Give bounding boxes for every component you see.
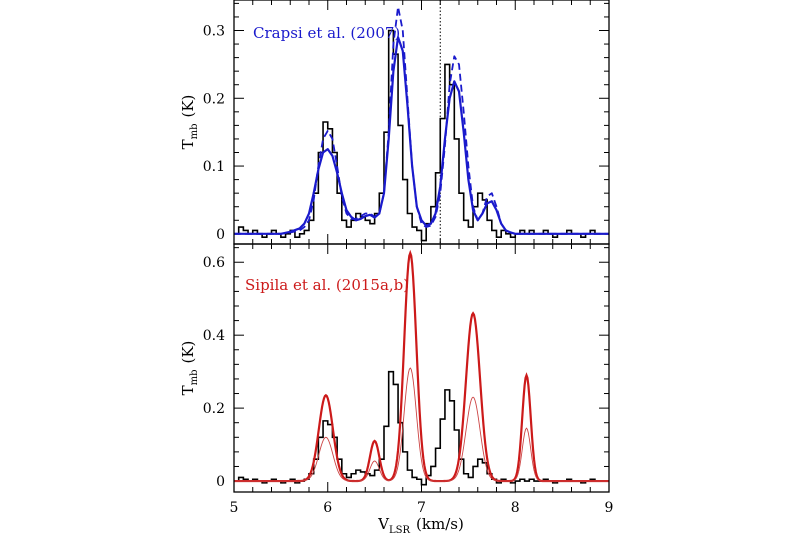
bottom-ytick-label: 0.4 (203, 328, 225, 344)
bottom-annotation: Sipila et al. (2015a,b) (245, 276, 409, 294)
bottom-series-group (234, 249, 609, 486)
top-annotation: Crapsi et al. (2007) (253, 24, 400, 42)
xtick-label: 9 (605, 500, 614, 516)
bottom-ylabel-sub: mb (189, 370, 200, 386)
bottom-panel: 0 0.2 0.4 0.6 5 6 7 8 9 Sipila et al. (2015a,b)… (179, 243, 614, 533)
bottom-ytick-label: 0.6 (203, 255, 225, 271)
top-axis-ticks (233, 0, 610, 244)
bottom-ylabel-unit: (K) (179, 341, 197, 364)
top-panel: 0 0.1 0.2 0.3 Crapsi et al. (2007) Tmb (K) (179, 0, 610, 245)
xlabel-sub: LSR (389, 525, 410, 533)
bottom-ytick-label: 0.2 (203, 401, 225, 417)
top-ytick-labels: 0 0.1 0.2 0.3 (203, 24, 225, 243)
top-ytick-label: 0 (216, 227, 225, 243)
top-ylabel-main: T (179, 139, 197, 149)
top-series-group (234, 5, 609, 242)
bottom-model-thin-red (234, 367, 609, 482)
bottom-xtick-labels: 5 6 7 8 9 (230, 500, 614, 516)
top-ylabel-sub: mb (189, 124, 200, 140)
bottom-ytick-label: 0 (216, 474, 225, 490)
top-ytick-label: 0.1 (203, 159, 225, 175)
xlabel-unit: (km/s) (416, 515, 464, 533)
bottom-y-axis-label: Tmb (K) (179, 341, 200, 396)
xtick-label: 7 (417, 500, 426, 516)
bottom-ytick-labels: 0 0.2 0.4 0.6 (203, 255, 225, 490)
top-model-solid-blue (234, 36, 609, 235)
top-observed-spectrum-step (234, 29, 609, 242)
top-ytick-label: 0.2 (203, 91, 225, 107)
top-y-axis-label: Tmb (K) (179, 95, 200, 150)
top-ytick-label: 0.3 (203, 24, 225, 40)
xtick-label: 5 (230, 500, 239, 516)
top-ylabel-unit: (K) (179, 95, 197, 118)
bottom-ylabel-main: T (179, 385, 197, 395)
xtick-label: 6 (323, 500, 332, 516)
xtick-label: 8 (511, 500, 520, 516)
xlabel-main: V (377, 515, 390, 533)
x-axis-label: VLSR (km/s) (377, 515, 464, 533)
bottom-plot-frame (233, 243, 610, 493)
